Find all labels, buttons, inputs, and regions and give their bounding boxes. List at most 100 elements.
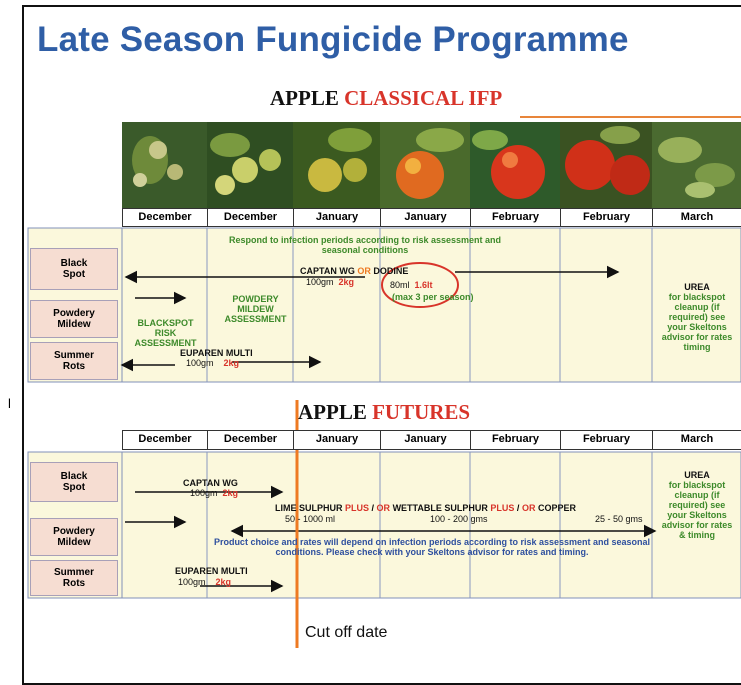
product: UREA: [684, 470, 710, 480]
row-label: Powdery Mildew: [30, 518, 118, 556]
page-title: Late Season Fungicide Programme: [37, 20, 629, 59]
leaf: [658, 137, 702, 163]
month-header: February: [470, 208, 561, 227]
leaf: [210, 133, 250, 157]
apple: [232, 157, 258, 183]
product: COPPER: [537, 503, 576, 513]
product: DODINE: [373, 266, 409, 276]
graphics: [27, 116, 741, 648]
table-body: [121, 227, 741, 383]
month-header: March: [652, 430, 741, 450]
row-label: Black Spot: [30, 248, 118, 290]
apple: [491, 145, 545, 199]
product: CAPTAN WG: [183, 478, 238, 488]
connector: PLUS: [490, 503, 515, 513]
rate: 2kg: [338, 277, 355, 287]
apple: [167, 164, 183, 180]
note: for blackspot cleanup (if required) see …: [661, 480, 733, 540]
product: EUPAREN MULTI: [180, 348, 253, 358]
month-header: December: [122, 430, 208, 450]
leaf: [600, 126, 640, 144]
connector: OR: [521, 503, 536, 513]
rate: 100gm: [186, 358, 214, 368]
rate: 100 - 200 gms: [430, 514, 488, 524]
crop: APPLE: [270, 86, 339, 110]
month-header: January: [380, 430, 471, 450]
margin-mark: l: [8, 396, 11, 411]
rate: 2kg: [223, 358, 240, 368]
leaf: [472, 130, 508, 150]
note: for blackspot cleanup (if required) see …: [661, 292, 733, 352]
highlight: [405, 158, 421, 174]
rate: 50 - 1000 ml: [285, 514, 336, 524]
rate: 25 - 50 gms: [595, 514, 643, 524]
programme: FUTURES: [372, 400, 471, 424]
rate: 100gm 2kg: [186, 358, 239, 368]
rate: 1.6lt: [414, 280, 433, 290]
product: UREA: [684, 282, 710, 292]
leaf: [328, 128, 372, 152]
rate: 100gm: [190, 488, 218, 498]
note: Respond to infection periods according t…: [228, 235, 502, 255]
section-heading: APPLE CLASSICAL IFP: [270, 86, 502, 111]
apple: [259, 149, 281, 171]
month-header: February: [470, 430, 561, 450]
row-label: Summer Rots: [30, 560, 118, 596]
connector: OR: [357, 266, 371, 276]
apple: [308, 158, 342, 192]
highlight-circle: [381, 262, 459, 308]
assessment: POWDERY MILDEW ASSESSMENT: [224, 294, 287, 324]
month-header: January: [293, 208, 381, 227]
month-header: December: [207, 430, 294, 450]
page: l Late Season Fungicide Programme APPLE …: [8, 5, 741, 685]
rate: 100gm 2kg: [306, 277, 354, 287]
row-label: Powdery Mildew: [30, 300, 118, 338]
crop: APPLE: [298, 400, 367, 424]
product: CAPTAN WG: [300, 266, 355, 276]
treatment: CAPTAN WG OR DODINE: [300, 266, 408, 276]
apple: [133, 173, 147, 187]
product: LIME SULPHUR: [275, 503, 343, 513]
row-label: Summer Rots: [30, 342, 118, 380]
leaf: [685, 182, 715, 198]
apple: [565, 140, 615, 190]
arrows: [120, 265, 657, 593]
leaf: [416, 128, 464, 152]
apple: [343, 158, 367, 182]
product: WETTABLE SULPHUR: [392, 503, 488, 513]
note: Product choice and rates will depend on …: [213, 537, 651, 557]
table-body: [121, 451, 741, 599]
month-header: March: [652, 208, 741, 227]
month-header: December: [122, 208, 208, 227]
leaf: [695, 163, 735, 187]
rate: 100gm 2kg: [178, 577, 231, 587]
rate: 2kg: [222, 488, 239, 498]
product: EUPAREN MULTI: [175, 566, 248, 576]
apple: [396, 151, 444, 199]
apple: [149, 141, 167, 159]
month-header: February: [560, 208, 653, 227]
note: (max 3 per season): [392, 292, 474, 302]
month-header: January: [293, 430, 381, 450]
month-header: February: [560, 430, 653, 450]
row-label: Black Spot: [30, 462, 118, 502]
connector: PLUS: [345, 503, 370, 513]
rate: 100gm: [178, 577, 206, 587]
treatment: LIME SULPHUR PLUS / OR WETTABLE SULPHUR …: [275, 503, 576, 513]
connector: OR: [376, 503, 391, 513]
highlight: [502, 152, 518, 168]
rate: 100gm: [306, 277, 334, 287]
rate: 80ml: [390, 280, 410, 290]
assessment: BLACKSPOT RISK ASSESSMENT: [134, 318, 197, 348]
rate: 100gm 2kg: [190, 488, 238, 498]
section-heading: APPLE FUTURES: [298, 400, 470, 425]
photo-strip: [122, 122, 741, 208]
apple: [215, 175, 235, 195]
programme: CLASSICAL IFP: [344, 86, 503, 110]
rate: 80ml 1.6lt: [390, 280, 433, 290]
month-header: January: [380, 208, 471, 227]
cutoff-label: Cut off date: [305, 624, 388, 641]
month-header: December: [207, 208, 294, 227]
apple: [610, 155, 650, 195]
rate: 2kg: [215, 577, 232, 587]
